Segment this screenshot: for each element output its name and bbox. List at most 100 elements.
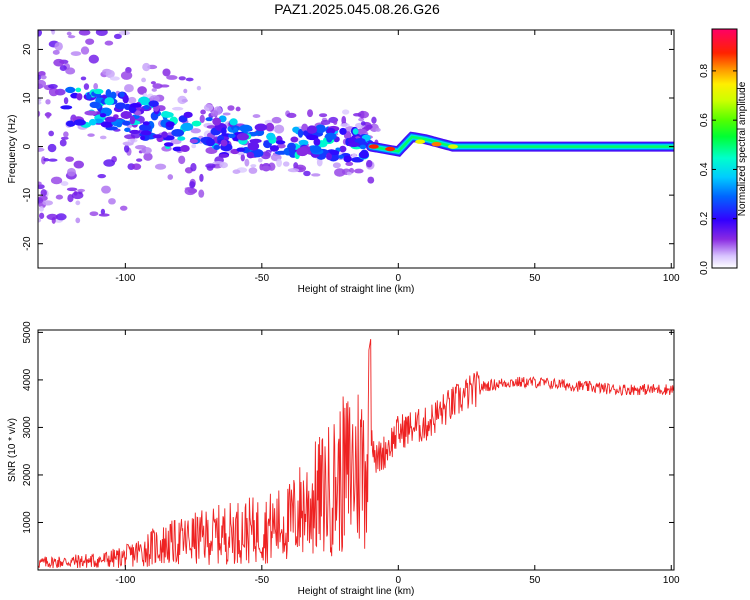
spectrogram-noise-blob [47,143,57,153]
spectrogram-ridge-blob [122,94,129,104]
spectrogram-noise-blob [45,112,51,119]
spectrogram-noise-blob [196,85,202,91]
spectrogram-noise-blob [36,10,44,19]
spectrogram-noise-blob [141,77,147,83]
spectrogram-ridge-blob [297,128,304,138]
spectrogram-ridge-blob [251,148,264,158]
spectrogram-x-axis-label: Height of straight line (km) [298,284,415,295]
spectrogram-noise-blob [103,159,116,167]
spectrogram-ridge-blob [229,118,238,126]
spectrogram-noise-blob [109,76,120,81]
spectrogram-ridge-blob [309,145,322,154]
spectrogram-ridge-blob [324,132,337,141]
colorbar-gradient [711,28,738,269]
spectrogram-noise-blob [191,144,197,149]
spectrogram-ridge-blob [306,125,318,134]
spectrogram-ridge-blob [339,145,347,153]
spectrogram-noise-blob [36,18,44,23]
spectrogram-ridge-blob [140,135,146,141]
spectrogram-ridge-blob [326,127,336,135]
spectrogram-noise-blob [341,115,347,125]
spectrogram-noise-blob [38,2,42,7]
snr-x-tick-label: -100 [115,575,135,586]
spectrogram-ridge-band [369,135,674,153]
spectrogram-noise-blob [54,42,63,51]
spectrogram-noise-blob [151,88,157,92]
spectrogram-noise-blob [59,139,67,147]
spectrogram-ridge-blob [347,142,360,148]
spectrogram-noise-blob [131,163,142,170]
spectrogram-ridge-blob [330,150,340,156]
spectrogram-noise-blob [332,162,341,169]
spectrogram-ridge-blob [129,129,141,135]
snr-y-ticks: 1000 2000 3000 4000 5000 [22,321,674,534]
spectrogram-noise-blob [80,10,89,15]
spectrogram-noise-blob [320,119,331,125]
snr-panel: -100 -50 0 50 100 1000 2000 3000 4000 5000 Heigh… [7,321,680,597]
spectrogram-ridge-blob [191,120,202,127]
colorbar-label: Normalized spectral amplitude [737,81,748,216]
spectrogram-ridge-blob [296,147,309,157]
spectrogram-noise-blob [43,157,50,162]
spectrogram-ridge-blob [347,136,358,144]
spectrogram-ridge-blob [213,144,221,150]
spectrogram-ridge-blob [134,110,142,116]
spectrogram-noise-blob [273,124,285,134]
spectrogram-ridge-blob [236,147,246,152]
spectrogram-noise-blob [183,88,188,94]
spectrogram-ridge-blob [301,123,309,132]
spectrogram-noise-blob [53,11,65,18]
spectrogram-x-tick-label: -50 [255,273,270,284]
spectrogram-noise-blob [45,17,51,25]
spectrogram-ridge-blob [180,144,190,152]
spectrogram-ridge-blob [183,111,193,118]
spectrogram-noise-blob [63,131,69,138]
spectrogram-noise-blob [65,67,76,75]
spectrogram-noise-blob [77,188,86,193]
spectrogram-noise-blob [167,174,174,180]
spectrogram-hotspot [368,144,379,149]
spectrogram-noise-blob [38,101,42,105]
spectrogram-noise-blob [149,95,160,102]
spectrogram-noise-blob [65,11,69,19]
spectrogram-noise-blob [101,185,111,194]
spectrogram-noise-blob [81,12,93,17]
spectrogram-noise-blob [227,105,235,111]
spectrogram-ridge-blob [140,130,152,136]
spectrogram-ridge-blob [161,111,174,118]
spectrogram-noise-blob [80,76,87,81]
spectrogram-x-tick-label: 100 [663,273,680,284]
spectrogram-noise-blob [65,156,75,162]
spectrogram-x-tick-label: -100 [115,273,135,284]
spectrogram-ridge-blob [265,122,275,132]
spectrogram-noise-blob [198,189,205,198]
spectrogram-ridge-blob [352,128,359,135]
spectrogram-noise-blob [38,195,48,201]
spectrogram-noise-blob [375,127,381,132]
spectrogram-noise-blob [108,198,116,205]
spectrogram-noise-blob [199,173,204,182]
spectrogram-noise-blob [48,84,58,89]
spectrogram-noise-blob [358,117,365,122]
spectrogram-noise-blob [38,79,47,89]
spectrogram-ridge-blob [212,117,222,126]
spectrogram-ridge-blob [254,123,268,132]
spectrogram-ridge-blob [206,138,215,147]
spectrogram-ridge-blob [138,96,150,106]
spectrogram-noise-blob [184,187,196,196]
spectrogram-noise-blob [55,213,67,221]
spectrogram-ridge-blob [220,127,227,135]
spectrogram-noise-blob [257,158,263,163]
spectrogram-noise-blob [127,96,137,104]
spectrogram-noise-blob [95,30,108,37]
spectrogram-ridge-blob [290,136,299,143]
spectrogram-ridge-blob [343,155,352,163]
spectrogram-noise-blob [71,191,84,200]
spectrogram-noise-blob [82,16,87,25]
spectrogram-ridge-blob [338,154,344,159]
snr-y-tick-label: 2000 [22,463,33,486]
spectrogram-noise-blob [52,49,60,55]
spectrogram-noise-blob [38,97,42,102]
spectrogram-noise-blob [260,165,272,171]
spectrogram-noise-blob [136,158,143,162]
